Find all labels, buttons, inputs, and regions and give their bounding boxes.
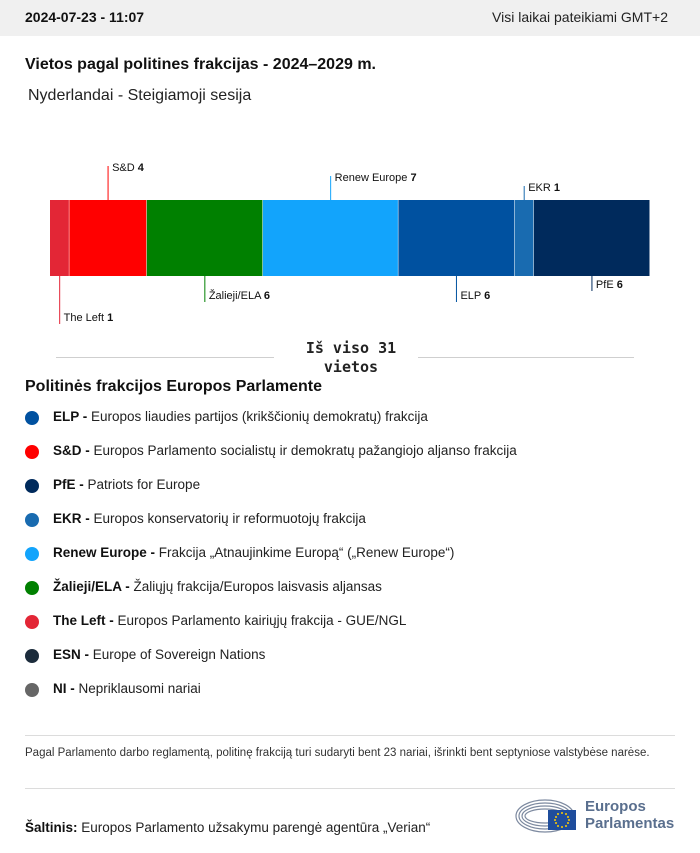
- legend-name: Nepriklausomi nariai: [74, 681, 201, 696]
- top-bar: 2024-07-23 - 11:07 Visi laikai pateikiam…: [0, 0, 700, 36]
- legend-color-dot-icon: [25, 411, 39, 425]
- source-text: Europos Parlamento užsakymu parengė agen…: [81, 820, 431, 835]
- data-label-alieji-ela: Žalieji/ELA 6: [209, 289, 270, 302]
- bar-segment-alieji-ela: [146, 200, 263, 276]
- legend-name: Europos Parlamento socialistų ir demokra…: [89, 443, 517, 458]
- legend-name: Žaliųjų frakcija/Europos laisvasis aljan…: [129, 579, 382, 594]
- legend-name: Patriots for Europe: [83, 477, 201, 492]
- legend-text: Žalieji/ELA - Žaliųjų frakcija/Europos l…: [53, 579, 382, 594]
- bar-segment-renew-europe: [262, 200, 398, 276]
- total-seats-label: Iš viso 31 vietos: [305, 339, 397, 376]
- legend-text: ESN - Europe of Sovereign Nations: [53, 647, 265, 662]
- chart-title: Vietos pagal politines frakcijas - 2024–…: [25, 56, 376, 73]
- legend-color-dot-icon: [25, 581, 39, 595]
- legend-abbr: Žalieji/ELA -: [53, 579, 130, 594]
- timezone-note: Visi laikai pateikiami GMT+2: [492, 9, 668, 25]
- legend-abbr: The Left -: [53, 613, 114, 628]
- legend-text: S&D - Europos Parlamento socialistų ir d…: [53, 443, 517, 458]
- legend-color-dot-icon: [25, 479, 39, 493]
- legend-text: PfE - Patriots for Europe: [53, 477, 200, 492]
- legend-abbr: ESN -: [53, 647, 90, 662]
- data-label-the-left: The Left 1: [64, 312, 114, 324]
- european-parliament-logo: Europos Parlamentas: [515, 796, 680, 836]
- legend-color-dot-icon: [25, 445, 39, 459]
- data-label-pfe: PfE 6: [596, 279, 623, 291]
- bar-segment-the-left: [50, 200, 69, 276]
- data-label-renew-europe: Renew Europe 7: [335, 172, 417, 184]
- total-divider-right: [418, 357, 634, 358]
- legend-name: Europos liaudies partijos (krikščionių d…: [87, 409, 428, 424]
- legend-text: NI - Nepriklausomi nariai: [53, 681, 201, 696]
- legend-name: Frakcija „Atnaujinkime Europą“ („Renew E…: [155, 545, 455, 560]
- legend-text: ELP - Europos liaudies partijos (krikšči…: [53, 409, 428, 424]
- logo-text-line2: Parlamentas: [585, 815, 675, 832]
- total-divider-left: [56, 357, 274, 358]
- rules-note: Pagal Parlamento darbo reglamentą, polit…: [25, 747, 650, 759]
- data-label-s-d: S&D 4: [112, 162, 145, 174]
- legend-abbr: Renew Europe -: [53, 545, 156, 560]
- parliament-emblem-icon: [515, 799, 576, 833]
- legend-text: EKR - Europos konservatorių ir reformuot…: [53, 511, 366, 526]
- datetime: 2024-07-23 - 11:07: [25, 9, 145, 25]
- legend-text: Renew Europe - Frakcija „Atnaujinkime Eu…: [53, 545, 454, 560]
- legend-text: The Left - Europos Parlamento kairiųjų f…: [53, 613, 406, 628]
- legend-color-dot-icon: [25, 513, 39, 527]
- data-label-elp: ELP 6: [460, 290, 490, 302]
- chart-subtitle: Nyderlandai - Steigiamoji sesija: [28, 87, 252, 104]
- logo-text-line1: Europos: [585, 798, 646, 815]
- legend-abbr: PfE -: [53, 477, 84, 492]
- legend-abbr: NI -: [53, 681, 75, 696]
- legend-abbr: EKR -: [53, 511, 90, 526]
- data-label-ekr: EKR 1: [528, 182, 560, 194]
- legend-name: Europos konservatorių ir reformuotojų fr…: [89, 511, 366, 526]
- legend-title: Politinės frakcijos Europos Parlamente: [25, 378, 322, 395]
- bar-segment-pfe: [533, 200, 650, 276]
- bar-segment-ekr: [514, 200, 534, 276]
- legend-abbr: ELP -: [53, 409, 88, 424]
- legend-name: Europos Parlamento kairiųjų frakcija - G…: [113, 613, 407, 628]
- legend-color-dot-icon: [25, 547, 39, 561]
- legend-color-dot-icon: [25, 615, 39, 629]
- seat-distribution-chart: The Left 1 S&D 4 Žalieji/ELA 6 Renew Europe…: [50, 162, 650, 324]
- divider: [25, 735, 675, 736]
- legend-color-dot-icon: [25, 649, 39, 663]
- source-label: Šaltinis:: [25, 820, 78, 835]
- divider: [25, 788, 675, 789]
- source: Šaltinis: Europos Parlamento užsakymu pa…: [25, 820, 430, 835]
- legend-color-dot-icon: [25, 683, 39, 697]
- legend-name: Europe of Sovereign Nations: [89, 647, 266, 662]
- legend-abbr: S&D -: [53, 443, 90, 458]
- bar-segment-s-d: [69, 200, 147, 276]
- bar-segment-elp: [398, 200, 515, 276]
